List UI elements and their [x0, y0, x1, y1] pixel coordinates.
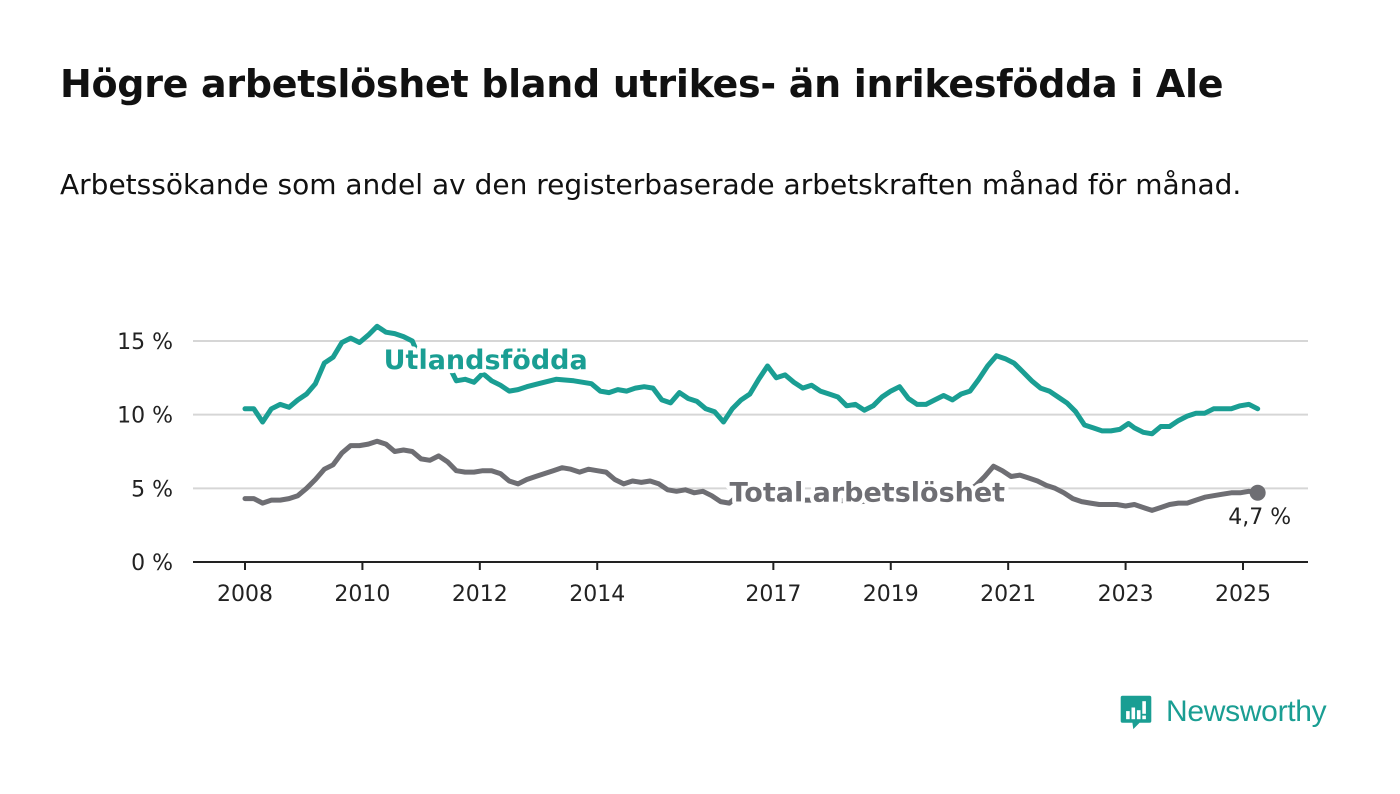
- x-tick-label: 2017: [745, 582, 801, 607]
- y-axis-ticks: 0 % 5 % 10 % 15 %: [117, 330, 173, 576]
- y-tick-label: 10 %: [117, 404, 173, 429]
- series-line-total: [242, 438, 1261, 513]
- series-line-utlandsfodda: [242, 323, 1261, 437]
- y-tick-label: 5 %: [131, 477, 173, 502]
- x-tick-label: 2012: [452, 582, 508, 607]
- x-tick-label: 2008: [217, 582, 273, 607]
- newsworthy-logo-icon: [1120, 695, 1152, 730]
- gridlines: [193, 340, 1308, 563]
- line-chart: 0 %5 %10 %15 % 2008 2010 2012 2014 2017 2019 2…: [117, 323, 1308, 607]
- page-title: Högre arbetslöshet bland utrikes- än inr…: [60, 62, 1224, 106]
- series-label-utlandsfodda: Utlandsfödda: [384, 345, 588, 376]
- brand-name: Newsworthy: [1166, 695, 1327, 728]
- end-value-label: 4,7 %: [1228, 505, 1291, 530]
- end-point-marker: [1249, 484, 1266, 501]
- x-tick-label: 2019: [863, 582, 919, 607]
- page-subtitle: Arbetssökande som andel av den registerb…: [60, 168, 1242, 201]
- x-tick-label: 2023: [1098, 582, 1154, 607]
- x-tick-label: 2010: [334, 582, 390, 607]
- y-tick-label: 15 %: [117, 330, 173, 355]
- series-labels: Utlandsfödda Total arbetslöshet 4,7 %: [380, 341, 1291, 530]
- x-tick-label: 2025: [1215, 582, 1271, 607]
- series-lines: [242, 323, 1261, 513]
- x-axis-ticks: 2008 2010 2012 2014 2017 2019 2021 2023 2025: [217, 562, 1271, 607]
- x-tick-label: 2021: [980, 582, 1036, 607]
- y-tick-label: 0 %: [131, 551, 173, 576]
- series-label-total: Total arbetslöshet: [729, 478, 1005, 509]
- x-tick-label: 2014: [569, 582, 625, 607]
- brand-logo[interactable]: Newsworthy: [1118, 690, 1327, 734]
